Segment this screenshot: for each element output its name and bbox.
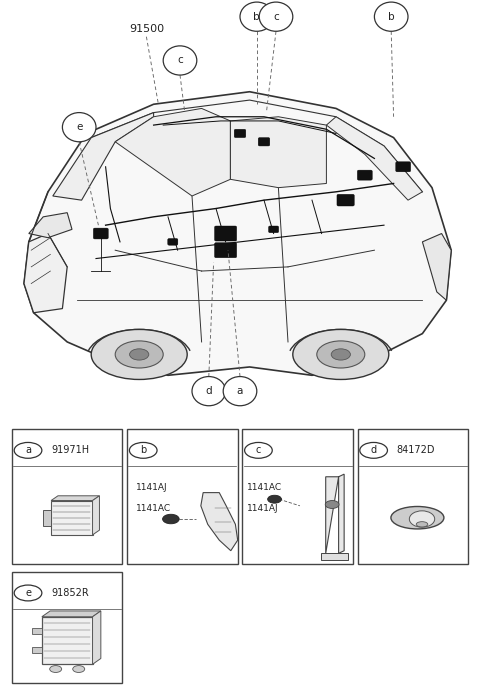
FancyBboxPatch shape: [258, 138, 270, 146]
Bar: [127, 430, 238, 564]
Circle shape: [259, 2, 293, 31]
Ellipse shape: [115, 341, 163, 368]
Bar: [12, 430, 122, 564]
Ellipse shape: [391, 507, 444, 529]
Text: e: e: [76, 122, 83, 132]
Text: a: a: [237, 386, 243, 396]
Circle shape: [73, 666, 84, 673]
Circle shape: [192, 377, 226, 406]
FancyBboxPatch shape: [215, 243, 237, 258]
Ellipse shape: [130, 349, 149, 360]
Text: e: e: [25, 588, 31, 598]
Circle shape: [325, 500, 339, 509]
Ellipse shape: [317, 341, 365, 368]
Text: a: a: [25, 445, 31, 455]
Text: d: d: [205, 386, 212, 396]
Polygon shape: [24, 92, 451, 375]
Polygon shape: [24, 234, 67, 313]
Circle shape: [14, 585, 42, 601]
Circle shape: [360, 443, 387, 458]
Polygon shape: [422, 234, 451, 300]
Circle shape: [62, 113, 96, 142]
Text: 84172D: 84172D: [396, 445, 435, 455]
Polygon shape: [29, 213, 72, 238]
Polygon shape: [51, 496, 99, 500]
Circle shape: [163, 514, 179, 524]
Polygon shape: [42, 616, 93, 664]
Polygon shape: [115, 108, 230, 196]
Ellipse shape: [293, 329, 389, 379]
FancyBboxPatch shape: [168, 238, 178, 245]
Text: b: b: [253, 12, 260, 22]
Text: c: c: [177, 56, 183, 65]
Ellipse shape: [331, 349, 350, 360]
Polygon shape: [321, 553, 348, 560]
FancyBboxPatch shape: [396, 162, 411, 172]
Ellipse shape: [409, 511, 435, 528]
Polygon shape: [326, 474, 344, 553]
Text: 91971H: 91971H: [51, 445, 89, 455]
Text: 1141AJ: 1141AJ: [136, 483, 168, 492]
FancyBboxPatch shape: [269, 226, 278, 233]
Ellipse shape: [91, 329, 187, 379]
FancyBboxPatch shape: [337, 195, 354, 206]
Polygon shape: [51, 500, 93, 535]
Polygon shape: [43, 509, 51, 525]
Text: 1141AC: 1141AC: [136, 504, 171, 513]
Polygon shape: [326, 117, 422, 200]
FancyBboxPatch shape: [357, 170, 372, 180]
Polygon shape: [42, 611, 101, 616]
Polygon shape: [230, 117, 326, 188]
Polygon shape: [32, 646, 42, 653]
Circle shape: [240, 2, 274, 31]
Polygon shape: [93, 611, 101, 664]
Text: 1141AJ: 1141AJ: [247, 504, 278, 513]
Circle shape: [223, 377, 257, 406]
Text: c: c: [273, 12, 279, 22]
Polygon shape: [53, 113, 154, 200]
Polygon shape: [32, 628, 42, 635]
Circle shape: [245, 443, 272, 458]
Text: d: d: [371, 445, 377, 455]
Circle shape: [14, 443, 42, 458]
Text: 1141AC: 1141AC: [247, 483, 282, 492]
Text: b: b: [140, 445, 146, 455]
Bar: [358, 430, 468, 564]
Ellipse shape: [416, 522, 428, 527]
Polygon shape: [93, 496, 99, 535]
FancyBboxPatch shape: [234, 129, 246, 138]
Text: c: c: [256, 445, 261, 455]
Bar: [12, 572, 122, 682]
Text: b: b: [388, 12, 395, 22]
Text: 91852R: 91852R: [51, 588, 89, 598]
Circle shape: [130, 443, 157, 458]
Polygon shape: [201, 493, 238, 550]
FancyBboxPatch shape: [93, 228, 108, 239]
FancyBboxPatch shape: [215, 226, 237, 241]
Bar: [242, 430, 353, 564]
Text: 91500: 91500: [129, 24, 164, 34]
Circle shape: [50, 666, 61, 673]
Circle shape: [268, 496, 281, 503]
Circle shape: [374, 2, 408, 31]
Circle shape: [163, 46, 197, 75]
